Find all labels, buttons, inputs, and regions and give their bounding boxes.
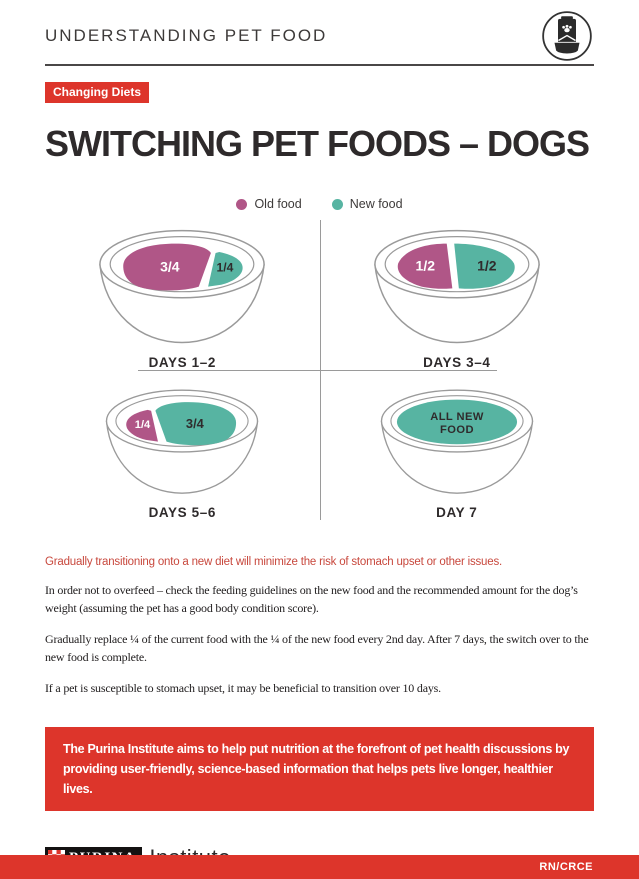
old-food-dot-icon [236,198,248,210]
page-title: SWITCHING PET FOODS – DOGS [45,123,590,164]
bowl-days-5-6: 1/4 3/4 DAYS 5–6 [45,370,320,520]
grid-horizontal-divider [138,370,497,371]
new-food-dot-icon [331,198,343,210]
legend-item-new-food: New food [331,197,403,211]
bowl-caption: DAYS 3–4 [423,355,491,370]
all-new-food-label-line1: ALL NEW [430,411,484,423]
paragraph-replace: Gradually replace ¼ of the current food … [45,632,589,664]
pet-food-bag-and-bowl-icon [540,9,594,63]
legend: Old food New food [0,197,639,211]
section-badge: Changing Diets [45,82,150,103]
header-divider [45,64,594,66]
legend-label-old: Old food [254,197,302,211]
footer-code: RN/CRCE [539,861,593,873]
bowl-day-7: ALL NEW FOOD DAY 7 [320,370,595,520]
old-fraction-label: 1/4 [135,419,151,431]
header-title: UNDERSTANDING PET FOOD [45,26,328,45]
purina-institute-callout: The Purina Institute aims to help put nu… [45,727,594,811]
legend-item-old-food: Old food [236,197,302,211]
page-header: UNDERSTANDING PET FOOD [45,10,594,62]
all-new-food-label-line2: FOOD [440,424,474,436]
bowl-caption: DAY 7 [436,505,478,520]
new-fraction-label: 1/2 [477,258,497,274]
bowl-illustration-day-7: ALL NEW FOOD [380,389,533,494]
footer-bar: RN/CRCE [0,855,639,879]
bowl-grid: 3/4 1/4 DAYS 1–2 1/2 1/2 DAYS 3–4 [45,220,594,520]
new-fraction-label: 1/4 [217,261,234,275]
old-fraction-label: 3/4 [160,259,180,275]
paragraph-susceptible: If a pet is susceptible to stomach upset… [45,681,441,695]
bowl-days-1-2: 3/4 1/4 DAYS 1–2 [45,220,320,370]
bowl-illustration-days-1-2: 3/4 1/4 [99,229,266,344]
paragraph-overfeed: In order not to overfeed – check the fee… [45,583,578,615]
legend-label-new: New food [349,197,403,211]
old-fraction-label: 1/2 [415,258,435,274]
new-fraction-label: 3/4 [186,416,205,431]
bowl-caption: DAYS 5–6 [148,505,216,520]
bowl-days-3-4: 1/2 1/2 DAYS 3–4 [320,220,595,370]
bowl-caption: DAYS 1–2 [148,355,216,370]
lead-sentence: Gradually transitioning onto a new diet … [45,556,502,568]
bowl-illustration-days-3-4: 1/2 1/2 [373,229,540,344]
body-copy: In order not to overfeed – check the fee… [45,581,594,697]
bowl-illustration-days-5-6: 1/4 3/4 [106,389,259,494]
